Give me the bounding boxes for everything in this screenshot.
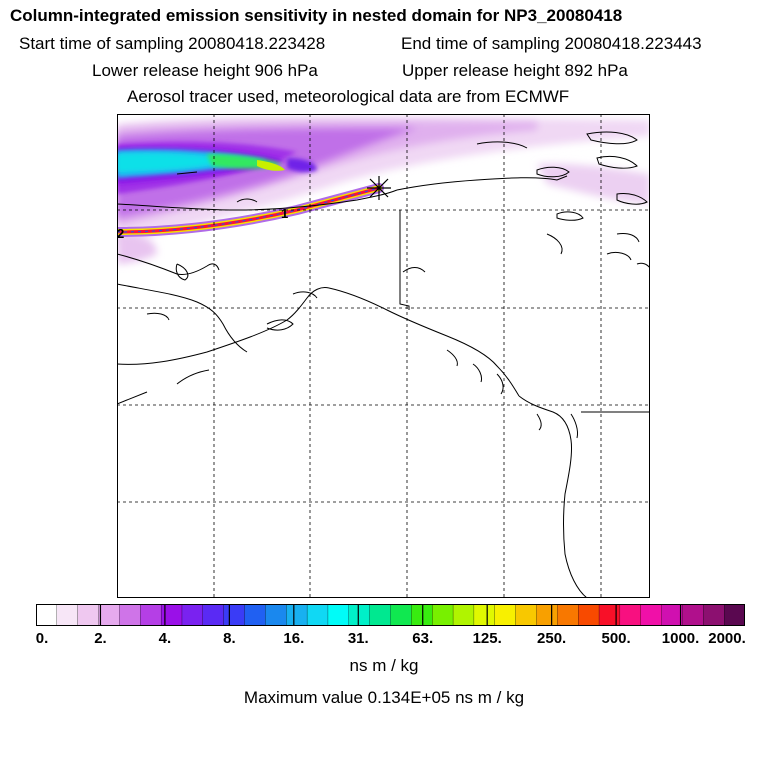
colorbar-cell — [432, 604, 454, 626]
political-boundaries — [399, 210, 650, 413]
colorbar-tick-label: 31. — [347, 630, 369, 647]
graticule — [117, 114, 650, 598]
colorbar-cell — [494, 604, 517, 626]
colorbar-tick-label: 2000. — [708, 630, 746, 647]
colorbar-tick-label: 2. — [94, 630, 107, 647]
lower-release-label: Lower release height 906 hPa — [92, 61, 318, 80]
map-title: Column-integrated emission sensitivity i… — [10, 6, 623, 25]
colorbar-tick-label: 16. — [283, 630, 305, 647]
colorbar-cell — [557, 604, 579, 626]
tracer-info-label: Aerosol tracer used, meteorological data… — [127, 87, 570, 106]
start-time-label: Start time of sampling 20080418.223428 — [19, 34, 326, 53]
trajectory-band — [117, 183, 384, 237]
colorbar-cell — [160, 604, 183, 626]
colorbar-cell — [703, 604, 725, 626]
trajectory-label-2: 2 — [117, 226, 124, 241]
colorbar-cell — [119, 604, 141, 626]
colorbar-tick-label: 1000. — [661, 630, 700, 647]
emission-sensitivity-map: 1 2 — [117, 114, 650, 598]
colorbar-cell — [348, 604, 371, 626]
colorbar-cell — [390, 604, 412, 626]
colorbar-cell — [36, 604, 58, 626]
colorbar-cell — [536, 604, 558, 626]
map-frame — [117, 114, 650, 598]
colorbar-cells — [36, 604, 745, 626]
maximum-value-label: Maximum value 0.134E+05 ns m / kg — [243, 688, 525, 707]
upper-release-label: Upper release height 892 hPa — [402, 61, 628, 80]
colorbar-tick-label: 8. — [223, 630, 236, 647]
colorbar-cell — [244, 604, 266, 626]
colorbar-cell — [598, 604, 621, 626]
colorbar-cell — [202, 604, 225, 626]
colorbar-cell — [452, 604, 475, 626]
colorbar-cell — [77, 604, 100, 626]
colorbar-cell — [56, 604, 79, 626]
colorbar-tick-label: 4. — [158, 630, 172, 647]
coastlines — [117, 131, 650, 598]
colorbar-cell — [682, 604, 704, 626]
colorbar-cell — [265, 604, 287, 626]
colorbar-cell — [515, 604, 537, 626]
colorbar-cell — [98, 604, 120, 626]
colorbar-cell — [578, 604, 600, 626]
colorbar-tick-label: 0. — [35, 630, 49, 647]
colorbar-cell — [140, 604, 162, 626]
colorbar-major-ticks — [99, 604, 682, 626]
colorbar-cell — [411, 604, 433, 626]
colorbar-units: ns m / kg — [349, 656, 419, 675]
colorbar-cell — [640, 604, 663, 626]
colorbar-cell — [223, 604, 245, 626]
colorbar-frame — [36, 604, 745, 626]
colorbar-tick-label: 250. — [537, 630, 567, 647]
colorbar-cell — [181, 604, 204, 626]
trajectory-label-1: 1 — [281, 206, 288, 221]
colorbar-cell — [327, 604, 350, 626]
colorbar — [36, 604, 745, 626]
colorbar-cell — [369, 604, 391, 626]
colorbar-cell — [661, 604, 683, 626]
colorbar-tick-label: 500. — [601, 630, 631, 647]
colorbar-cell — [306, 604, 329, 626]
colorbar-cell — [724, 604, 745, 626]
release-location-marker — [367, 176, 391, 200]
colorbar-cell — [286, 604, 308, 626]
colorbar-cell — [473, 604, 496, 626]
colorbar-tick-label: 63. — [412, 630, 434, 647]
end-time-label: End time of sampling 20080418.223443 — [401, 34, 702, 53]
colorbar-tick-label: 125. — [472, 630, 502, 647]
colorbar-cell — [619, 604, 642, 626]
